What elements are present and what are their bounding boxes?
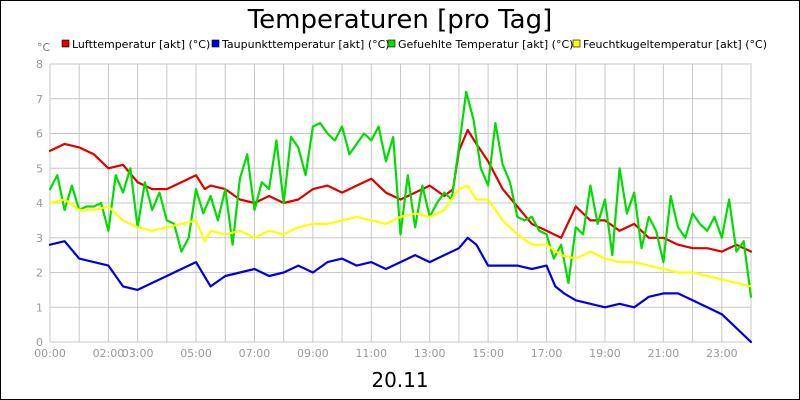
x-tick-label: 07:00: [239, 347, 271, 360]
legend-label: Gefuehlte Temperatur [akt] (°C): [398, 38, 573, 51]
y-tick-label: 5: [36, 162, 43, 175]
legend-label: Taupunkttemperatur [akt] (°C): [221, 38, 390, 51]
y-tick-label: 8: [36, 58, 43, 71]
y-tick-label: 2: [36, 267, 43, 280]
x-tick-label: 19:00: [589, 347, 621, 360]
series-layer: [48, 90, 753, 344]
x-tick-label: 11:00: [355, 347, 387, 360]
legend-item: Feuchtkugeltemperatur [akt] (°C): [572, 38, 767, 51]
legend: Lufttemperatur [akt] (°C) Taupunkttempera…: [61, 38, 767, 51]
legend-swatch: [572, 39, 581, 48]
y-tick-label: 7: [36, 93, 43, 106]
legend-label: Lufttemperatur [akt] (°C): [72, 38, 210, 51]
x-tick-label: 13:00: [414, 347, 446, 360]
x-tick-label: 17:00: [531, 347, 563, 360]
grid: [49, 63, 752, 343]
legend-label: Feuchtkugeltemperatur [akt] (°C): [583, 38, 767, 51]
x-tick-label: 03:00: [122, 347, 154, 360]
y-tick-label: 6: [36, 128, 43, 141]
series-line-4: [48, 184, 753, 288]
legend-swatch: [387, 39, 396, 48]
x-tick-label: 21:00: [648, 347, 680, 360]
y-tick-label: 0: [36, 336, 43, 349]
series-line-2: [48, 236, 753, 344]
y-tick-label: 3: [36, 232, 43, 245]
legend-item: Lufttemperatur [akt] (°C): [61, 38, 210, 51]
x-tick-label: 05:00: [180, 347, 212, 360]
x-tick-label: 00:00: [34, 347, 66, 360]
y-tick-label: 4: [36, 197, 43, 210]
legend-item: Gefuehlte Temperatur [akt] (°C): [387, 38, 573, 51]
legend-item: Taupunkttemperatur [akt] (°C): [211, 38, 390, 51]
y-unit-label: °C: [37, 41, 51, 54]
x-tick-label: 02:00: [93, 347, 125, 360]
series-line-3: [48, 90, 753, 298]
x-tick-label: 15:00: [472, 347, 504, 360]
date-label: 20.11: [371, 368, 428, 392]
series-line-1: [48, 128, 753, 253]
chart-title: Temperaturen [pro Tag]: [247, 5, 553, 35]
x-tick-label: 09:00: [297, 347, 329, 360]
x-tick-label: 23:00: [706, 347, 738, 360]
legend-swatch: [211, 39, 220, 48]
legend-swatch: [61, 39, 70, 48]
y-tick-label: 1: [36, 301, 43, 314]
